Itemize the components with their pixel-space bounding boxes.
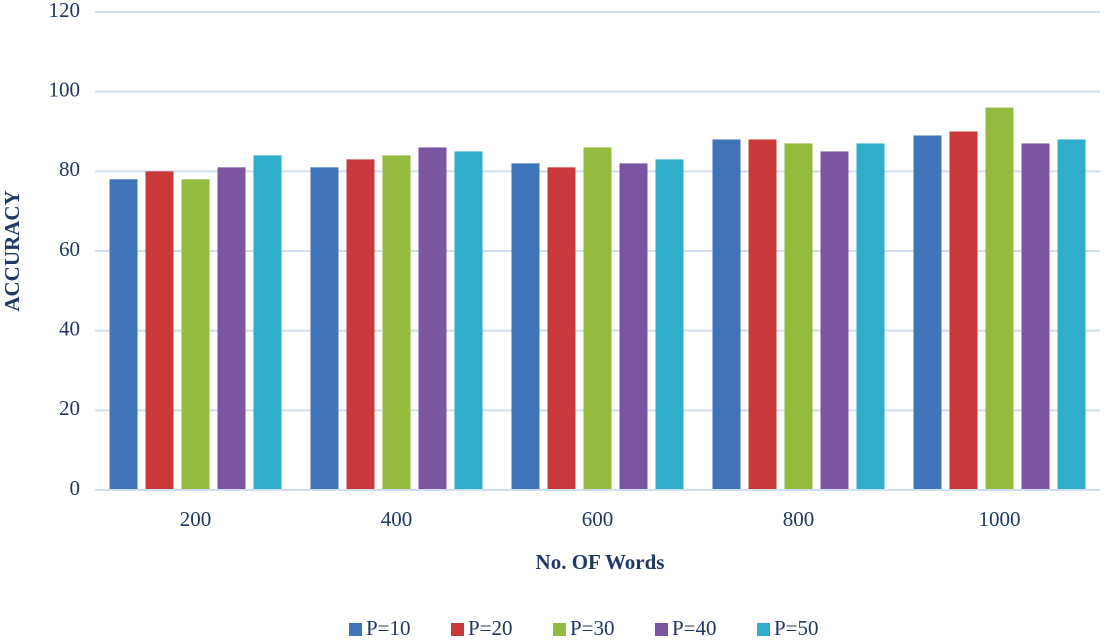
bar (949, 131, 978, 490)
y-axis-title: ACCURACY (0, 190, 24, 311)
bar (454, 151, 483, 490)
legend-swatch (655, 623, 668, 636)
bar (784, 143, 813, 490)
legend-swatch (451, 623, 464, 636)
legend-swatch (349, 623, 362, 636)
legend-label: P=30 (570, 616, 615, 640)
legend-label: P=10 (366, 616, 411, 640)
bar (346, 159, 375, 490)
bar (712, 139, 741, 490)
bar (820, 151, 849, 490)
y-tick-label: 80 (59, 157, 80, 181)
legend-label: P=50 (774, 616, 819, 640)
bar (985, 107, 1014, 490)
bar (913, 135, 942, 490)
y-tick-label: 100 (49, 77, 81, 101)
bar (547, 167, 576, 490)
legend-label: P=40 (672, 616, 717, 640)
x-tick-label: 600 (582, 507, 614, 531)
x-tick-label: 1000 (979, 507, 1021, 531)
y-tick-label: 120 (49, 0, 81, 22)
bar (145, 171, 174, 491)
bar (217, 167, 246, 490)
x-tick-label: 800 (783, 507, 815, 531)
bar (253, 155, 282, 490)
y-tick-label: 40 (59, 316, 80, 340)
y-tick-label: 60 (59, 237, 80, 261)
legend-label: P=20 (468, 616, 513, 640)
bar (748, 139, 777, 490)
bar (619, 163, 648, 490)
x-tick-label: 400 (381, 507, 413, 531)
bar (655, 159, 684, 490)
bar (181, 179, 210, 491)
bar (382, 155, 411, 490)
y-tick-label: 0 (70, 476, 81, 500)
bar (856, 143, 885, 490)
bar (1057, 139, 1086, 490)
bar (511, 163, 540, 490)
bar (109, 179, 138, 491)
x-axis-title: No. OF Words (536, 550, 665, 574)
bar (1021, 143, 1050, 490)
legend-swatch (553, 623, 566, 636)
x-tick-label: 200 (180, 507, 212, 531)
bar (583, 147, 612, 490)
y-tick-label: 20 (59, 396, 80, 420)
bar (418, 147, 447, 490)
bar (310, 167, 339, 490)
legend-swatch (757, 623, 770, 636)
